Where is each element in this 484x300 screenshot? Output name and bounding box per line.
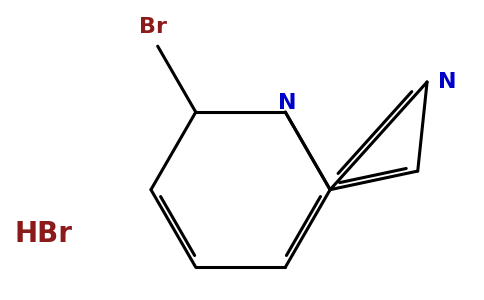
Text: Br: Br: [139, 17, 167, 37]
Text: N: N: [278, 93, 296, 113]
Text: HBr: HBr: [15, 220, 73, 248]
Text: N: N: [438, 72, 456, 92]
